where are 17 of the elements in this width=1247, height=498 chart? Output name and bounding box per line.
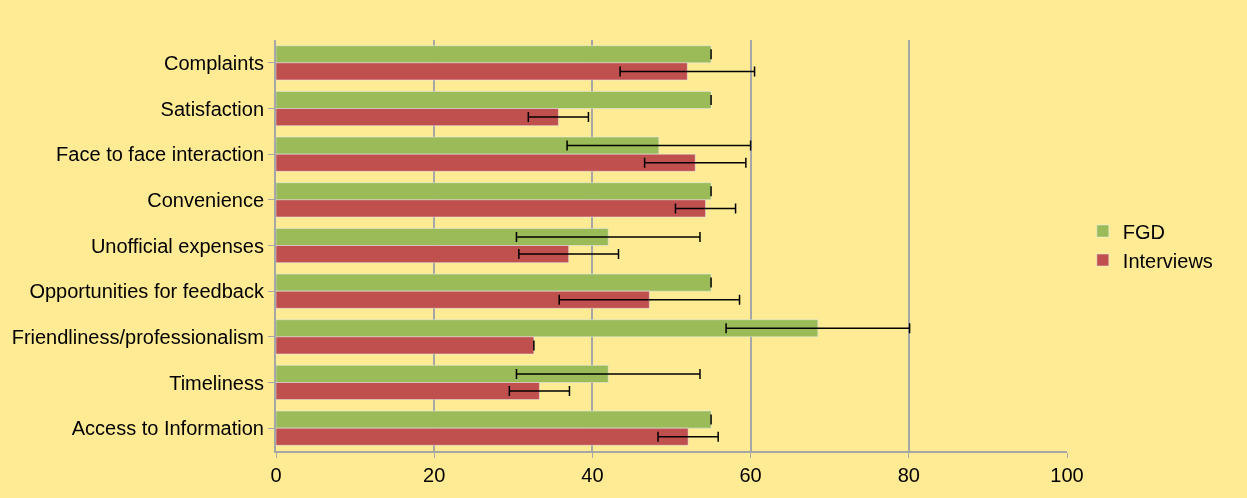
x-tick-label: 60 (739, 464, 762, 486)
y-tick-label: Unofficial expenses (90, 234, 264, 257)
x-tick-label: 40 (581, 464, 604, 486)
x-tick-label: 20 (423, 464, 446, 486)
legend-label: FGD (1122, 220, 1166, 243)
x-tick-label: 100 (1050, 464, 1084, 486)
y-tick-label: Face to face interaction (56, 143, 264, 166)
y-tick-label: Opportunities for feedback (29, 280, 265, 303)
y-tick-label: Complaints (163, 51, 264, 74)
x-tick-label: 80 (897, 464, 920, 486)
y-tick-label: Access to Information (71, 417, 264, 440)
legend-label: Interviews (1122, 249, 1213, 272)
y-tick-label: Satisfaction (160, 97, 264, 120)
y-tick-label: Friendliness/professionalism (11, 325, 264, 348)
y-tick-label: Timeliness (169, 371, 264, 394)
y-tick-label: Convenience (147, 188, 264, 211)
x-tick-label: 0 (270, 464, 282, 486)
